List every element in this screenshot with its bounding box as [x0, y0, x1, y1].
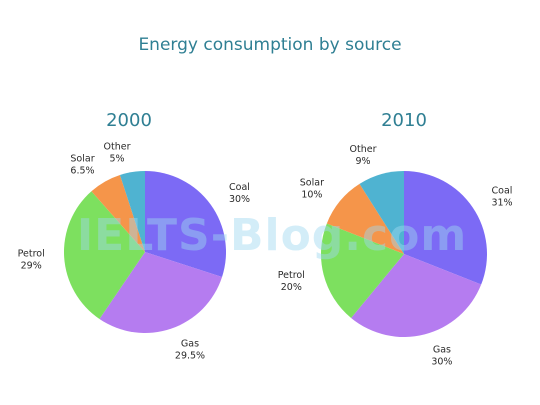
- slice-percent: 29%: [21, 260, 42, 271]
- slice-name: Coal: [492, 186, 513, 197]
- slice-percent: 20%: [281, 282, 302, 293]
- slice-name: Solar: [300, 178, 324, 189]
- pie-slice-solar: [326, 183, 404, 254]
- pie-slice-other: [359, 171, 404, 254]
- slice-percent: 29.5%: [175, 351, 205, 362]
- slice-label-petrol: Petrol 20%: [278, 270, 305, 293]
- slice-name: Gas: [433, 345, 451, 356]
- slice-label-solar: Solar 10%: [300, 178, 324, 201]
- slice-label-gas: Gas 29.5%: [175, 339, 205, 362]
- pie-slice-other: [119, 171, 145, 252]
- pie-year-label: 2000: [106, 110, 152, 131]
- slice-label-other: Other 5%: [104, 141, 131, 164]
- pie-chart-2010: 2010 Coal 31% Gas 30% Petrol 20% Solar 10% Other…: [278, 110, 513, 368]
- pie-slice-coal: [145, 171, 227, 278]
- watermark: IELTS-Blog.com: [77, 210, 467, 261]
- slice-name: Other: [104, 141, 131, 152]
- slice-label-coal: Coal 31%: [491, 186, 512, 209]
- slice-label-petrol: Petrol 29%: [18, 248, 45, 271]
- slice-name: Solar: [70, 153, 94, 164]
- slice-name: Other: [350, 144, 377, 155]
- pie-slice-solar: [91, 174, 145, 252]
- slice-percent: 5%: [109, 153, 124, 164]
- slice-name: Petrol: [18, 248, 45, 259]
- slice-percent: 31%: [491, 198, 512, 209]
- pie-slice-petrol: [321, 223, 404, 318]
- slice-percent: 30%: [431, 357, 452, 368]
- slice-name: Coal: [229, 182, 250, 193]
- pie-slice-petrol: [63, 191, 145, 319]
- slice-name: Petrol: [278, 270, 305, 281]
- pie-slice-coal: [404, 171, 487, 285]
- pie-chart-2000: 2000 Coal 30% Gas 29.5% Petrol 29% Solar 6.5% Ot…: [18, 110, 250, 362]
- slice-percent: 9%: [355, 156, 370, 167]
- slice-label-gas: Gas 30%: [431, 345, 452, 368]
- slice-label-other: Other 9%: [350, 144, 377, 167]
- slice-percent: 6.5%: [70, 165, 94, 176]
- slice-label-coal: Coal 30%: [229, 182, 250, 205]
- slice-percent: 30%: [229, 194, 250, 205]
- slice-percent: 10%: [301, 190, 322, 201]
- slice-name: Gas: [181, 339, 199, 350]
- pie-slice-gas: [99, 252, 223, 334]
- pie-slice-gas: [351, 254, 482, 337]
- pie-year-label: 2010: [381, 110, 427, 131]
- chart-title: Energy consumption by source: [138, 35, 401, 55]
- slice-label-solar: Solar 6.5%: [70, 153, 94, 176]
